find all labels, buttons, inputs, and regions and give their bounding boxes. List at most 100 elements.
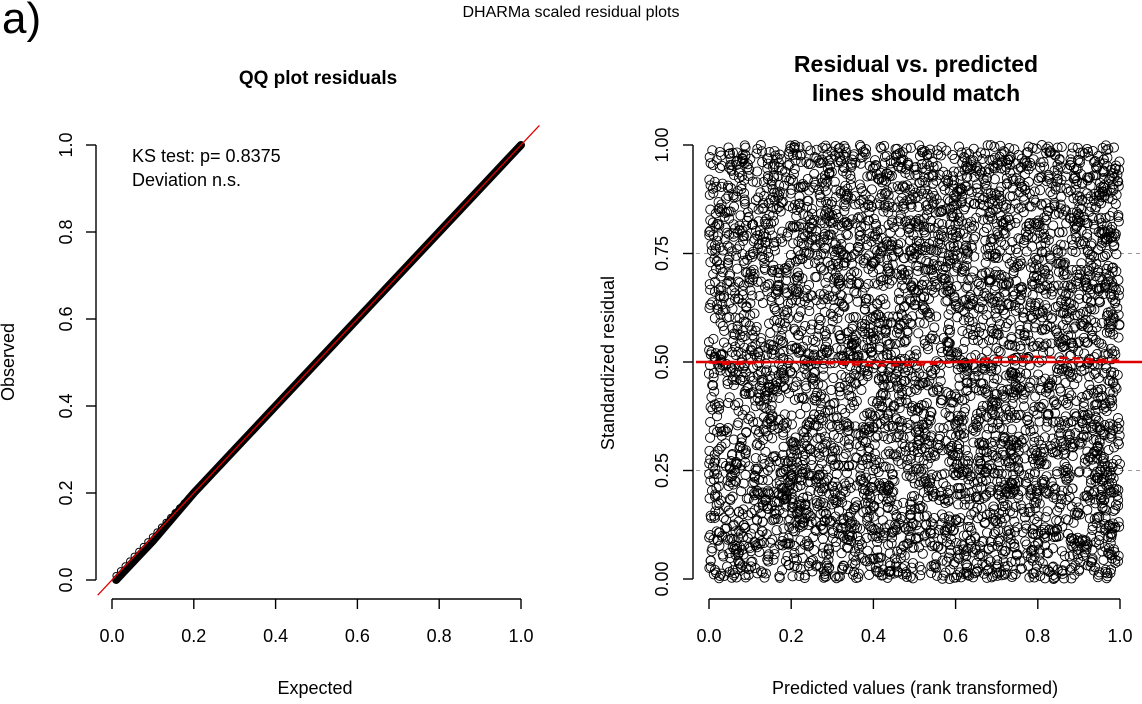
residual-point: [953, 141, 965, 152]
qq-annotation-deviation: Deviation n.s.: [132, 170, 241, 190]
residual-point: [966, 186, 977, 197]
residual-point: [722, 342, 733, 353]
residual-point: [913, 435, 924, 447]
qq-point: [239, 436, 248, 444]
residual-point: [1113, 464, 1124, 475]
residual-point: [1074, 293, 1085, 304]
residual-point: [1111, 249, 1122, 260]
qq-point: [126, 557, 134, 565]
residual-point: [1069, 379, 1080, 390]
residual-point: [990, 291, 1001, 302]
residual-point: [757, 474, 768, 486]
residual-point: [1001, 173, 1012, 184]
residual-point: [948, 467, 959, 479]
residual-point: [962, 171, 973, 182]
residual-point: [789, 323, 800, 334]
residual-point: [996, 195, 1007, 206]
residual-point: [770, 150, 781, 161]
residual-point: [792, 502, 803, 514]
qq-point: [458, 204, 466, 212]
residual-point: [777, 449, 789, 460]
residual-point: [988, 571, 999, 582]
residual-point: [1097, 234, 1108, 245]
residual-point: [1045, 321, 1056, 332]
residual-point: [867, 350, 878, 361]
residual-point: [942, 487, 953, 499]
residual-point: [773, 334, 784, 345]
residual-point: [723, 505, 734, 516]
residual-point: [809, 176, 820, 187]
residual-point: [779, 317, 790, 329]
residual-point: [990, 152, 1001, 163]
qq-point: [449, 213, 457, 222]
residual-point: [1025, 157, 1036, 168]
residual-point: [818, 497, 829, 509]
residual-point: [714, 498, 725, 509]
residual-point: [828, 398, 839, 409]
residual-point: [705, 284, 716, 295]
residual-point: [809, 349, 820, 360]
residual-point: [743, 170, 754, 182]
residual-point: [836, 298, 848, 309]
residual-point: [811, 525, 822, 537]
residual-point: [1068, 239, 1079, 251]
residual-point: [1000, 545, 1011, 557]
residual-point: [822, 149, 833, 161]
residual-point: [905, 470, 916, 481]
residual-point: [922, 199, 933, 210]
residual-point: [882, 349, 893, 361]
residual-point: [1094, 435, 1105, 446]
residual-point: [892, 268, 903, 280]
residual-point: [850, 421, 861, 432]
qq-point: [276, 397, 284, 406]
residual-point: [826, 384, 837, 396]
residual-point: [1056, 546, 1067, 557]
residual-point: [854, 140, 866, 151]
residual-point: [899, 182, 911, 193]
qq-point: [371, 296, 380, 304]
residual-point: [766, 179, 777, 190]
residual-point: [704, 230, 715, 241]
residual-point: [877, 402, 888, 413]
residual-point: [865, 498, 876, 509]
residual-point: [1044, 173, 1055, 184]
residual-point: [1084, 408, 1095, 419]
residual-point: [924, 375, 935, 386]
residual-point: [837, 562, 848, 574]
residual-point: [781, 264, 792, 276]
residual-point: [1057, 259, 1068, 270]
residual-point: [731, 545, 742, 556]
residual-point: [807, 232, 818, 243]
residual-point: [1059, 257, 1070, 268]
residual-point: [930, 207, 941, 218]
residual-point: [706, 392, 717, 403]
residual-point: [850, 559, 861, 570]
residual-point: [968, 220, 980, 231]
residual-point: [1090, 203, 1101, 214]
residual-point: [1096, 384, 1107, 395]
residual-point: [708, 188, 719, 199]
residual-point: [820, 439, 831, 450]
residual-point: [997, 549, 1009, 560]
residual-point: [863, 446, 874, 457]
residual-point: [985, 537, 996, 548]
residual-point: [951, 514, 962, 525]
residual-point: [803, 280, 815, 291]
residual-point: [1076, 392, 1088, 403]
residual-point: [1014, 302, 1025, 313]
residual-point: [738, 520, 750, 531]
residual-point: [919, 335, 930, 346]
residual-point: [798, 492, 809, 503]
residual-point: [758, 424, 769, 435]
residual-point: [737, 154, 748, 165]
residual-point: [1097, 546, 1108, 557]
residual-point: [791, 295, 802, 306]
residual-point: [897, 438, 908, 450]
residual-point: [913, 261, 924, 272]
residual-point: [706, 346, 717, 358]
qq-point: [303, 368, 311, 377]
residual-point: [755, 440, 766, 451]
qq-panel: QQ plot residuals 0.0 0.2 0.4 0.6 0.8 1.00.00…: [0, 68, 540, 698]
residual-point: [859, 303, 870, 315]
residual-point: [835, 522, 847, 534]
